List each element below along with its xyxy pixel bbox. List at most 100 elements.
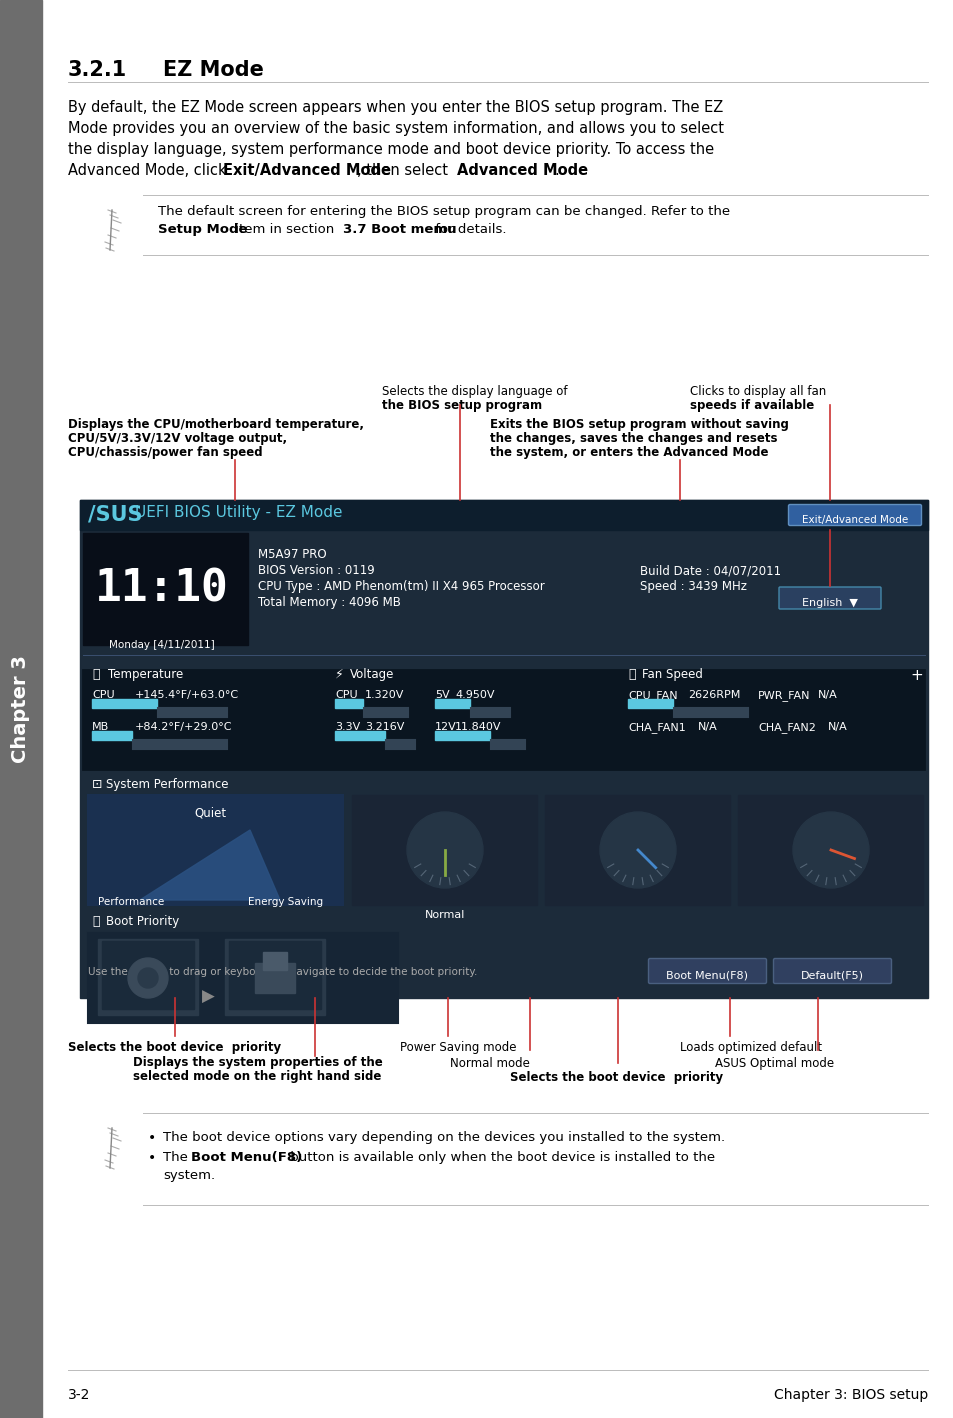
Polygon shape (140, 830, 280, 900)
Circle shape (128, 959, 168, 998)
Text: ⊡: ⊡ (91, 778, 102, 791)
Bar (738, 909, 923, 995)
Bar (83, 669, 924, 770)
Text: CPU: CPU (335, 691, 357, 700)
Text: Selects the boot device  priority: Selects the boot device priority (68, 1041, 281, 1054)
Text: Displays the CPU/motherboard temperature,: Displays the CPU/motherboard temperature… (68, 418, 364, 431)
Text: Monday [4/11/2011]: Monday [4/11/2011] (109, 640, 214, 649)
Bar (738, 795, 923, 905)
FancyBboxPatch shape (788, 505, 921, 526)
Text: Boot Menu(F8): Boot Menu(F8) (191, 1151, 302, 1164)
Bar (263, 951, 287, 970)
Text: 11:10: 11:10 (95, 569, 229, 611)
Bar (83, 533, 248, 645)
Text: +84.2°F/+29.0°C: +84.2°F/+29.0°C (135, 722, 233, 732)
Bar (102, 942, 193, 1010)
Text: Total Memory : 4096 MB: Total Memory : 4096 MB (257, 596, 400, 608)
Bar (335, 732, 385, 740)
Text: Loads optimized default: Loads optimized default (679, 1041, 821, 1054)
Text: CPU_FAN: CPU_FAN (627, 691, 677, 700)
Text: Energy Saving: Energy Saving (248, 898, 323, 908)
Text: Normal mode: Normal mode (450, 1056, 529, 1071)
Text: MB: MB (91, 722, 110, 732)
Bar (435, 699, 470, 708)
Bar (80, 501, 927, 530)
Text: ▶: ▶ (201, 988, 214, 1005)
Text: Exits the BIOS setup program without saving: Exits the BIOS setup program without sav… (490, 418, 788, 431)
Text: N/A: N/A (827, 722, 847, 732)
Text: •: • (148, 1132, 156, 1144)
Bar (627, 699, 672, 708)
Text: EZ Mode: EZ Mode (163, 60, 264, 79)
Text: system.: system. (163, 1168, 214, 1183)
Text: The default screen for entering the BIOS setup program can be changed. Refer to : The default screen for entering the BIOS… (158, 206, 729, 218)
Text: , then select: , then select (356, 163, 452, 179)
Text: for details.: for details. (431, 223, 506, 235)
Bar (0, 0, 42, 1418)
Text: The: The (163, 1151, 192, 1164)
Text: Power Saving mode: Power Saving mode (399, 1041, 516, 1054)
Text: Selects the display language of: Selects the display language of (381, 386, 567, 398)
Bar (544, 795, 729, 905)
Bar (229, 942, 320, 1010)
Circle shape (792, 813, 868, 888)
Text: +: + (909, 668, 922, 683)
Text: Normal: Normal (424, 910, 465, 920)
FancyBboxPatch shape (779, 587, 880, 608)
Text: Setup Mode: Setup Mode (158, 223, 247, 235)
Text: Boot Menu(F8): Boot Menu(F8) (665, 971, 747, 981)
Text: Advanced Mode: Advanced Mode (456, 163, 587, 179)
Bar (335, 699, 363, 708)
Text: 4.950V: 4.950V (455, 691, 494, 700)
Text: 3-2: 3-2 (68, 1388, 91, 1402)
Text: •: • (148, 1151, 156, 1166)
Text: 3.3V: 3.3V (335, 722, 360, 732)
Text: Exit/Advanced Mode: Exit/Advanced Mode (801, 515, 907, 525)
Text: Temperature: Temperature (108, 668, 183, 681)
Text: 1.320V: 1.320V (365, 691, 404, 700)
Text: button is available only when the boot device is installed to the: button is available only when the boot d… (286, 1151, 715, 1164)
Text: Advanced Mode, click: Advanced Mode, click (68, 163, 231, 179)
Text: 5V: 5V (435, 691, 449, 700)
Text: selected mode on the right hand side: selected mode on the right hand side (132, 1071, 381, 1083)
Text: Quiet: Quiet (193, 807, 226, 820)
FancyBboxPatch shape (648, 959, 765, 984)
Text: CPU/chassis/power fan speed: CPU/chassis/power fan speed (68, 447, 262, 459)
Text: Voltage: Voltage (350, 668, 394, 681)
Text: PWR_FAN: PWR_FAN (758, 691, 810, 700)
Text: speeds if available: speeds if available (689, 398, 814, 413)
Text: CPU Type : AMD Phenom(tm) II X4 965 Processor: CPU Type : AMD Phenom(tm) II X4 965 Proc… (257, 580, 544, 593)
Text: CHA_FAN1: CHA_FAN1 (627, 722, 685, 733)
Text: the system, or enters the Advanced Mode: the system, or enters the Advanced Mode (490, 447, 768, 459)
Text: .: . (554, 163, 558, 179)
Text: N/A: N/A (817, 691, 837, 700)
Bar (91, 732, 132, 740)
Bar (88, 795, 343, 905)
Text: By default, the EZ Mode screen appears when you enter the BIOS setup program. Th: By default, the EZ Mode screen appears w… (68, 101, 722, 115)
Text: Default(F5): Default(F5) (800, 971, 862, 981)
Text: item in section: item in section (231, 223, 338, 235)
Text: Speed : 3439 MHz: Speed : 3439 MHz (639, 580, 746, 593)
Text: Exit/Advanced Mode: Exit/Advanced Mode (223, 163, 391, 179)
Text: Use the mouse to drag or keyboard to navigate to decide the boot priority.: Use the mouse to drag or keyboard to nav… (88, 967, 476, 977)
Text: CPU/5V/3.3V/12V voltage output,: CPU/5V/3.3V/12V voltage output, (68, 432, 287, 445)
Text: ⏻: ⏻ (91, 915, 99, 927)
Text: Mode provides you an overview of the basic system information, and allows you to: Mode provides you an overview of the bas… (68, 121, 723, 136)
Text: 3.2.1: 3.2.1 (68, 60, 127, 79)
Bar (88, 933, 397, 1022)
FancyBboxPatch shape (773, 959, 890, 984)
Text: the display language, system performance mode and boot device priority. To acces: the display language, system performance… (68, 142, 714, 157)
Text: CPU: CPU (91, 691, 114, 700)
Text: 3.216V: 3.216V (365, 722, 404, 732)
Text: Chapter 3: BIOS setup: Chapter 3: BIOS setup (773, 1388, 927, 1402)
Bar (80, 501, 927, 998)
Text: 🌡: 🌡 (91, 668, 99, 681)
Circle shape (407, 813, 482, 888)
Text: the changes, saves the changes and resets: the changes, saves the changes and reset… (490, 432, 777, 445)
Text: 🌀: 🌀 (627, 668, 635, 681)
Text: /SUS: /SUS (88, 503, 142, 525)
Text: CHA_FAN2: CHA_FAN2 (758, 722, 815, 733)
Text: The boot device options vary depending on the devices you installed to the syste: The boot device options vary depending o… (163, 1132, 724, 1144)
Text: 11.840V: 11.840V (455, 722, 501, 732)
Text: System Performance: System Performance (106, 778, 229, 791)
